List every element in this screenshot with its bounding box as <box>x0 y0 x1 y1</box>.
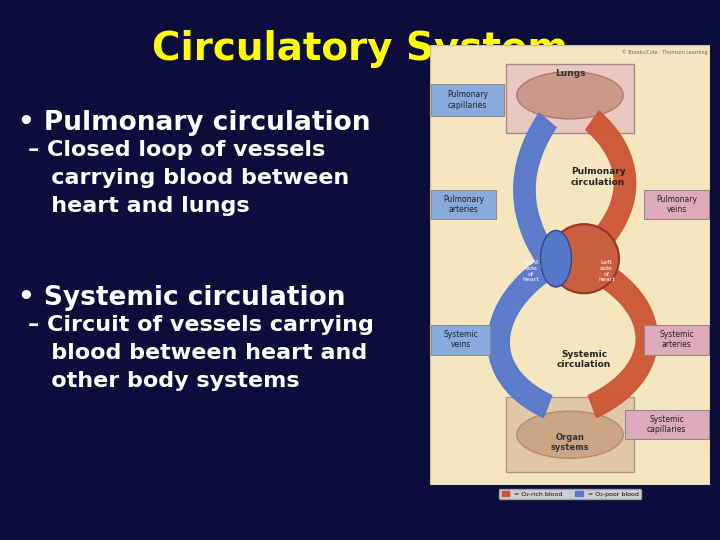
Polygon shape <box>514 113 556 266</box>
Text: other body systems: other body systems <box>28 371 300 391</box>
FancyBboxPatch shape <box>430 45 710 485</box>
Ellipse shape <box>517 411 624 458</box>
Legend: = O₂-rich blood, = O₂-poor blood: = O₂-rich blood, = O₂-poor blood <box>499 489 641 500</box>
Text: Systemic
capillaries: Systemic capillaries <box>647 415 686 434</box>
FancyBboxPatch shape <box>431 84 504 116</box>
FancyBboxPatch shape <box>505 397 634 472</box>
Ellipse shape <box>549 224 619 293</box>
FancyBboxPatch shape <box>644 190 708 219</box>
Ellipse shape <box>517 72 624 119</box>
Text: Circulatory System: Circulatory System <box>152 30 568 68</box>
Text: heart and lungs: heart and lungs <box>28 196 250 216</box>
Text: Pulmonary
veins: Pulmonary veins <box>656 195 697 214</box>
FancyBboxPatch shape <box>644 325 708 355</box>
Text: blood between heart and: blood between heart and <box>28 343 367 363</box>
Text: • Pulmonary circulation: • Pulmonary circulation <box>18 110 371 136</box>
Text: Systemic
arteries: Systemic arteries <box>659 330 694 349</box>
Text: Systemic
circulation: Systemic circulation <box>557 349 611 369</box>
Text: © Brooks/Cole - Thomson Learning: © Brooks/Cole - Thomson Learning <box>621 50 707 55</box>
Text: Systemic
veins: Systemic veins <box>444 330 478 349</box>
Text: – Circuit of vessels carrying: – Circuit of vessels carrying <box>28 315 374 335</box>
Text: carrying blood between: carrying blood between <box>28 168 349 188</box>
Text: Pulmonary
arteries: Pulmonary arteries <box>443 195 484 214</box>
FancyBboxPatch shape <box>505 64 634 133</box>
Polygon shape <box>488 261 552 417</box>
Text: Left
side
of
heart: Left side of heart <box>598 260 615 282</box>
FancyBboxPatch shape <box>625 409 708 440</box>
Text: Right
side
of
heart: Right side of heart <box>523 260 539 282</box>
Text: Lungs: Lungs <box>554 69 585 78</box>
Polygon shape <box>588 261 657 417</box>
Ellipse shape <box>541 231 572 287</box>
Text: • Systemic circulation: • Systemic circulation <box>18 285 346 311</box>
Text: Pulmonary
capillaries: Pulmonary capillaries <box>447 90 488 110</box>
FancyBboxPatch shape <box>431 190 496 219</box>
Polygon shape <box>585 111 636 258</box>
FancyBboxPatch shape <box>431 325 490 355</box>
Text: – Closed loop of vessels: – Closed loop of vessels <box>28 140 325 160</box>
Text: Organ
systems: Organ systems <box>551 433 589 453</box>
Text: Pulmonary
circulation: Pulmonary circulation <box>571 167 626 187</box>
